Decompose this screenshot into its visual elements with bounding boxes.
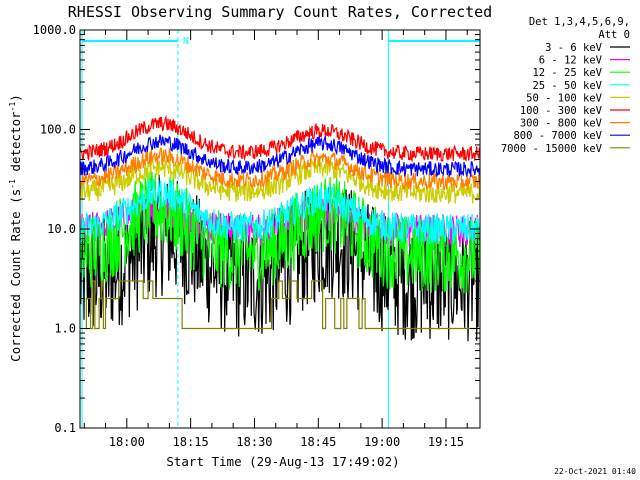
legend-label-8: 7000 - 15000 keV (501, 143, 603, 155)
y-axis-label-main: Corrected Count Rate (s (8, 189, 23, 362)
x-tick-label-3: 18:45 (300, 435, 336, 449)
legend-header-line-1: Det 1,3,4,5,6,9, (529, 16, 630, 28)
y-axis-label-sup1: -1 (8, 179, 17, 189)
series-line-6 (80, 147, 480, 191)
x-tick-label-2: 18:30 (236, 435, 272, 449)
annotation-letter: N (183, 36, 189, 47)
x-tick-label-1: 18:15 (173, 435, 209, 449)
legend-label-4: 50 - 100 keV (526, 92, 603, 104)
y-tick-label-0: 0.1 (54, 421, 76, 435)
y-tick-label-2: 10.0 (47, 222, 76, 236)
legend-label-5: 100 - 300 keV (520, 105, 603, 117)
legend-label-7: 800 - 7000 keV (513, 130, 602, 142)
legend-label-1: 6 - 12 keV (539, 55, 603, 67)
legend-label-0: 3 - 6 keV (545, 42, 603, 54)
axes: 0.1 1.0 10.0 100.0 1000.0 18:00 18:15 18:30 18:4… (33, 23, 481, 449)
y-axis-label: Corrected Count Rate (s-1 detector-1) (8, 94, 23, 362)
legend-header-line-2: Att 0 (598, 29, 630, 41)
y-tick-label-4: 1000.0 (33, 23, 76, 37)
y-axis-label-mid: detector (8, 111, 23, 179)
x-axis-label: Start Time (29-Aug-13 17:49:02) (166, 454, 399, 469)
legend-label-6: 300 - 800 keV (520, 118, 603, 130)
x-tick-label-4: 19:00 (364, 435, 400, 449)
y-tick-label-3: 100.0 (40, 123, 76, 137)
series-line-4 (80, 156, 480, 204)
x-tick-label-0: 18:00 (109, 435, 145, 449)
y-tick-label-1: 1.0 (54, 322, 76, 336)
legend-label-2: 12 - 25 keV (532, 67, 602, 79)
legend-label-3: 25 - 50 keV (532, 80, 602, 92)
y-axis-label-sup2: -1 (8, 102, 17, 112)
x-tick-label-5: 19:15 (428, 435, 464, 449)
chart-title: RHESSI Observing Summary Count Rates, Co… (68, 3, 492, 21)
render-timestamp: 22-Oct-2021 01:40 (554, 467, 636, 476)
series-line-5 (80, 114, 480, 163)
series-line-7 (80, 134, 480, 178)
y-axis-label-end: ) (8, 94, 23, 102)
series-step-line (84, 280, 480, 330)
plot-clip-group (80, 30, 480, 428)
series-line-3 (80, 178, 480, 245)
plot-area (80, 30, 480, 428)
